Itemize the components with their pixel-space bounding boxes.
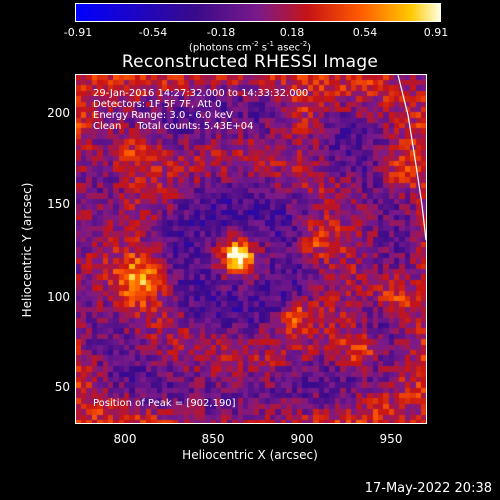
annotation-method: Clean Total counts: 5.43E+04 bbox=[93, 121, 254, 132]
x-tick: 900 bbox=[290, 432, 314, 446]
x-axis-label: Heliocentric X (arcsec) bbox=[182, 448, 318, 462]
date-stamp: 17-May-2022 20:38 bbox=[364, 481, 492, 496]
y-axis-label: Heliocentric Y (arcsec) bbox=[20, 182, 34, 318]
colorbar-units: (photons cm-2 s-1 asec-2) bbox=[188, 40, 312, 54]
solar-limb-line bbox=[397, 75, 426, 241]
colorbar bbox=[75, 3, 441, 22]
annotation-peak-position: Position of Peak = [902,190] bbox=[93, 398, 236, 409]
heatmap-image bbox=[76, 75, 426, 423]
x-tick: 800 bbox=[113, 432, 137, 446]
colorbar-tick: -0.18 bbox=[206, 26, 236, 39]
plot-area bbox=[75, 74, 427, 424]
annotation-time-range: 29-Jan-2016 14:27:32.000 to 14:33:32.000 bbox=[93, 88, 309, 99]
y-tick: 150 bbox=[47, 197, 70, 211]
colorbar-tick: -0.54 bbox=[138, 26, 168, 39]
annotation-detectors: Detectors: 1F 5F 7F, Att 0 bbox=[93, 99, 222, 110]
x-tick: 950 bbox=[379, 432, 403, 446]
chart-title: Reconstructed RHESSI Image bbox=[121, 52, 379, 72]
x-tick: 850 bbox=[201, 432, 225, 446]
y-tick: 100 bbox=[47, 290, 70, 304]
annotation-energy: Energy Range: 3.0 - 6.0 keV bbox=[93, 110, 233, 121]
colorbar-tick: 0.91 bbox=[423, 26, 449, 39]
y-tick: 200 bbox=[47, 106, 70, 120]
colorbar-tick: 0.18 bbox=[279, 26, 305, 39]
y-tick: 50 bbox=[54, 380, 70, 394]
colorbar-tick: -0.91 bbox=[63, 26, 93, 39]
limb-overlay bbox=[397, 75, 426, 241]
colorbar-tick: 0.54 bbox=[352, 26, 378, 39]
